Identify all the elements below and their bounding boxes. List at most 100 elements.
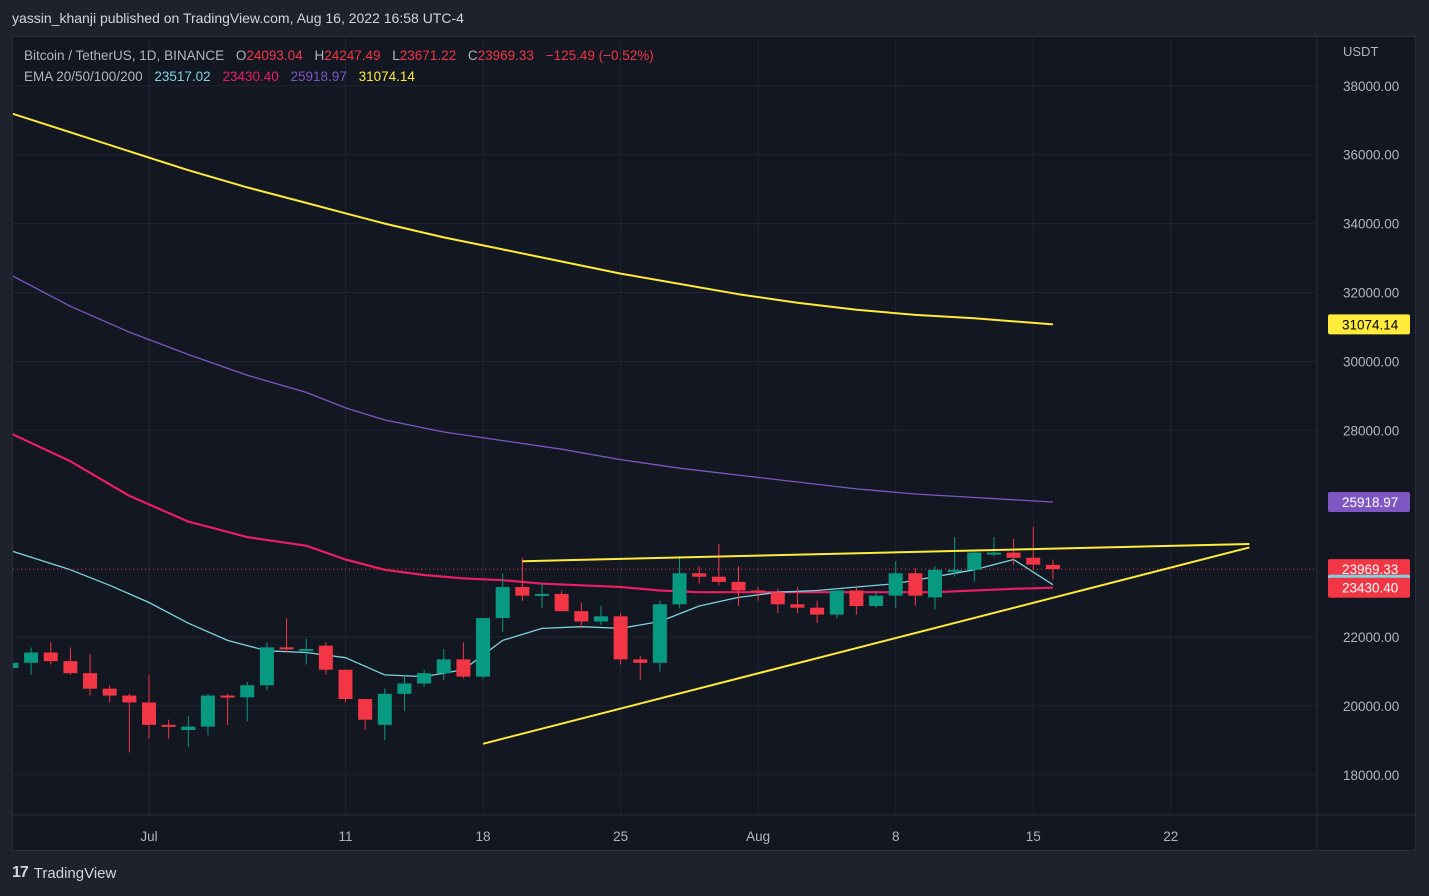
candle-body-down — [751, 590, 766, 593]
price-label-text: 31074.14 — [1342, 317, 1399, 332]
ema20-line — [13, 550, 1054, 678]
price-label-text: 23430.40 — [1342, 581, 1398, 596]
candle-body-down — [63, 661, 78, 674]
y-tick-label: 34000.00 — [1343, 217, 1399, 232]
candle-body-down — [711, 576, 726, 582]
x-tick-label: 15 — [1026, 829, 1041, 844]
candle-body-up — [829, 590, 844, 615]
candle-body-up — [417, 673, 432, 684]
candle-body-up — [967, 552, 982, 570]
candle-body-down — [83, 673, 98, 689]
candle-body-down — [1026, 557, 1041, 565]
candle-body-down — [456, 659, 471, 677]
candle-body-down — [102, 688, 117, 696]
price-label-box — [1328, 314, 1410, 335]
y-tick-label: 36000.00 — [1343, 148, 1399, 163]
candle-body-down — [1045, 564, 1060, 570]
candle-body-down — [338, 669, 353, 700]
close-label: C — [467, 48, 478, 63]
candle-body-up — [200, 695, 215, 727]
ema20-value: 23517.02 — [154, 69, 211, 84]
low-label: L — [392, 48, 400, 63]
candle-body-up — [947, 569, 962, 572]
candle-body-up — [593, 616, 608, 622]
candle-body-down — [515, 587, 530, 596]
candle-body-up — [928, 569, 942, 598]
ema-legend-row: EMA 20/50/100/200 23517.02 23430.40 2591… — [24, 66, 654, 87]
candle-body-down — [220, 695, 235, 698]
close-value: 23969.33 — [477, 48, 534, 63]
open-value: 24093.04 — [246, 48, 303, 63]
candle-body-up — [476, 618, 491, 677]
candle-body-up — [535, 593, 549, 596]
candle-body-down — [770, 592, 785, 605]
x-tick-label: 11 — [338, 829, 352, 844]
candle-body-down — [122, 695, 137, 703]
tradingview-footer[interactable]: 17 TradingView — [12, 864, 116, 882]
candle-body-down — [908, 573, 923, 596]
currency-label: USDT — [1343, 44, 1378, 59]
ohlc-legend-row: Bitcoin / TetherUS, 1D, BINANCE O24093.0… — [24, 45, 654, 66]
candle-body-up — [495, 587, 510, 619]
low-value: 23671.22 — [399, 48, 457, 63]
ema100-line — [13, 275, 1053, 503]
high-label: H — [314, 48, 325, 63]
candle-body-up — [299, 649, 314, 652]
published-line: yassin_khanji published on TradingView.c… — [12, 10, 464, 26]
x-tick-label: Aug — [746, 829, 770, 844]
candle-body-up — [436, 659, 451, 674]
ema100-value: 25918.97 — [290, 69, 347, 84]
x-tick-label: 22 — [1163, 829, 1178, 844]
candle-body-down — [810, 607, 825, 615]
price-label-text: 25918.97 — [1342, 495, 1398, 510]
candle-body-down — [43, 652, 58, 662]
candle-body-up — [888, 573, 903, 596]
x-tick-label: 8 — [892, 829, 900, 844]
candle-body-up — [652, 604, 667, 663]
candle-body-down — [731, 581, 746, 591]
upper-trendline — [522, 542, 1250, 563]
candle-body-down — [1006, 552, 1021, 558]
chart-panel[interactable]: USDT 38000.00 36000.00 34000.00 32000.00 3000… — [12, 36, 1416, 851]
x-tick-label: Jul — [140, 829, 157, 844]
price-label-text: 23969.33 — [1342, 562, 1398, 577]
x-tick-label: 25 — [613, 829, 628, 844]
y-tick-label: 22000.00 — [1343, 630, 1399, 645]
candle-body-down — [633, 659, 648, 663]
candle-body-down — [279, 647, 294, 650]
price-label-box — [1328, 559, 1410, 580]
ema-label[interactable]: EMA 20/50/100/200 — [24, 69, 143, 84]
ema200-line — [13, 112, 1053, 326]
symbol-label[interactable]: Bitcoin / TetherUS, 1D, BINANCE — [24, 48, 225, 63]
tradingview-brand: TradingView — [33, 864, 117, 882]
candlestick-chart[interactable]: USDT 38000.00 36000.00 34000.00 32000.00 3000… — [13, 37, 1415, 850]
candle-body-down — [554, 593, 569, 612]
y-tick-label: 18000.00 — [1343, 768, 1399, 783]
candle-body-down — [358, 699, 373, 720]
candle-body-up — [259, 647, 274, 686]
x-tick-label: 18 — [476, 829, 491, 844]
ema50-value: 23430.40 — [222, 69, 279, 84]
candle-body-down — [574, 611, 589, 622]
candle-body-up — [869, 595, 884, 606]
candle-body-down — [849, 590, 864, 606]
candle-body-up — [240, 685, 255, 698]
price-label-box — [1328, 491, 1410, 512]
plot-background — [13, 37, 1317, 850]
candle-body-up — [181, 726, 196, 731]
ema200-value: 31074.14 — [358, 69, 415, 84]
y-tick-label: 30000.00 — [1343, 354, 1399, 369]
candle-body-up — [986, 552, 1001, 555]
candle-body-up — [13, 662, 19, 669]
candle-body-up — [397, 683, 412, 694]
y-tick-label: 20000.00 — [1343, 699, 1399, 714]
candle-body-down — [318, 645, 333, 670]
lower-trendline — [482, 546, 1250, 745]
candle-body-up — [377, 693, 392, 725]
candle-body-up — [672, 573, 687, 605]
candle-body-down — [790, 604, 805, 608]
change-value: −125.49 (−0.52%) — [545, 48, 654, 63]
y-tick-label: 32000.00 — [1343, 286, 1399, 301]
price-label-box — [1328, 577, 1410, 598]
high-value: 24247.49 — [324, 48, 381, 63]
